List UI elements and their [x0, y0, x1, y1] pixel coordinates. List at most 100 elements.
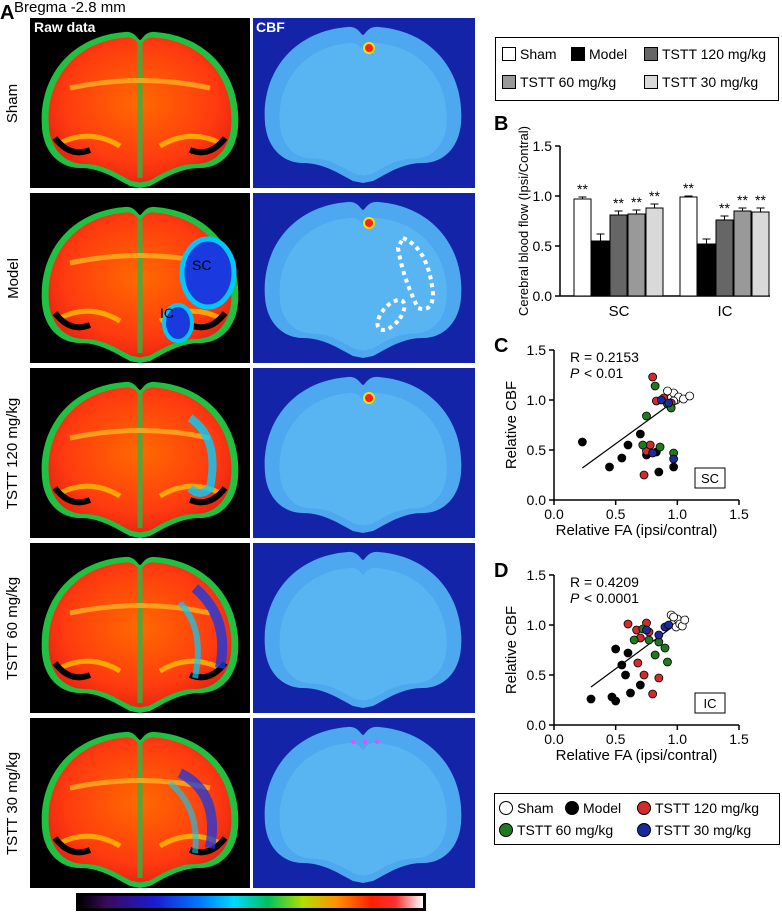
significance-label: **	[631, 194, 642, 210]
significance-label: **	[649, 188, 660, 204]
legend-bottom-tstt60: TSTT 60 mg/kg	[499, 822, 613, 838]
p-label: P	[570, 365, 580, 381]
data-point	[611, 644, 621, 654]
cbf-image	[253, 543, 475, 713]
r-value: R = 0.4209	[570, 574, 639, 590]
significance-label: **	[683, 180, 694, 196]
data-point	[586, 694, 596, 704]
region-label: IC	[704, 696, 717, 711]
bar	[733, 210, 752, 297]
cbf-image	[253, 718, 475, 888]
r-value: R = 0.2153	[570, 349, 639, 365]
y-tick-label: 0.0	[527, 492, 547, 508]
row-label-text: Model	[4, 257, 22, 299]
data-point	[642, 625, 651, 635]
data-point	[669, 462, 679, 472]
cbf-title: CBF	[256, 19, 285, 35]
row-label-text: TSTT 120 mg/kg	[4, 397, 22, 509]
region-box	[694, 692, 726, 714]
swatch-model	[571, 47, 585, 61]
y-tick-label: 1.0	[527, 392, 547, 408]
y-tick-label: 0.0	[533, 288, 553, 304]
data-point	[655, 442, 665, 452]
legend-bottom-label: Sham	[517, 800, 554, 816]
swatch-tstt60	[502, 75, 516, 89]
sc-annotation: SC	[192, 257, 212, 273]
data-point	[623, 619, 633, 629]
data-point	[635, 680, 645, 690]
data-point	[642, 411, 651, 421]
data-point	[633, 658, 643, 668]
y-tick-label: 1.0	[533, 188, 553, 204]
y-tick-label: 1.5	[527, 342, 547, 358]
bar	[751, 211, 770, 297]
data-point	[623, 648, 633, 658]
data-point	[654, 467, 664, 477]
data-point	[648, 372, 658, 382]
data-point	[617, 660, 627, 670]
y-tick-label: 0.0	[527, 717, 547, 733]
legend-top-tstt60: TSTT 60 mg/kg	[502, 74, 616, 90]
data-point	[650, 381, 660, 391]
data-point	[577, 437, 587, 447]
data-point	[648, 689, 658, 699]
row-label-text: TSTT 60 mg/kg	[4, 576, 22, 680]
color-scale-bar	[76, 893, 426, 911]
data-point	[605, 462, 614, 472]
p-value: < 0.0001	[584, 590, 639, 606]
legend-top: Sham Model TSTT 120 mg/kg TSTT 60 mg/kg …	[495, 37, 779, 101]
panel-letter-d: D	[494, 560, 508, 582]
swatch-sham	[502, 47, 516, 61]
row-label: Sham	[0, 18, 28, 188]
legend-top-label: TSTT 120 mg/kg	[662, 46, 767, 62]
data-point	[680, 615, 690, 625]
legend-top-sham: Sham	[502, 46, 557, 62]
legend-bottom-model: Model	[565, 800, 621, 816]
legend-top-tstt120: TSTT 120 mg/kg	[644, 46, 766, 62]
y-tick-label: 0.5	[527, 667, 547, 683]
row-label-text: Sham	[4, 83, 22, 123]
raw-mri-image	[30, 193, 250, 363]
y-tick-label: 0.5	[527, 442, 547, 458]
swatch-tstt30	[644, 75, 658, 89]
data-point	[664, 620, 674, 630]
significance-label: **	[737, 192, 748, 208]
bar	[679, 196, 698, 297]
legend-bottom-sham: Sham	[499, 800, 554, 816]
y-axis-label: Relative CBF	[503, 381, 520, 469]
legend-bottom-tstt30: TSTT 30 mg/kg	[637, 822, 751, 838]
dot-tstt30	[637, 823, 651, 837]
data-point	[648, 448, 658, 458]
data-point	[663, 657, 672, 667]
scatter-chart-d: D 0.0 0.5 1.0 1.5 0.0 0.5 1.0 1.5 Relative FA (ip…	[494, 560, 749, 764]
data-point	[644, 635, 654, 645]
bar	[645, 207, 664, 297]
ic-annotation: IC	[160, 305, 174, 321]
data-point	[654, 630, 664, 640]
y-tick-label: 1.0	[527, 617, 547, 633]
row-label: TSTT 60 mg/kg	[0, 543, 28, 713]
legend-bottom-label: TSTT 30 mg/kg	[655, 822, 752, 838]
legend-top-label: Sham	[520, 46, 557, 62]
cbf-image	[253, 18, 475, 188]
p-label: P	[570, 590, 580, 606]
bar	[627, 213, 646, 297]
data-point	[611, 696, 621, 706]
bar	[609, 214, 628, 297]
region-box	[694, 467, 726, 489]
swatch-tstt120	[644, 47, 658, 61]
data-point	[664, 398, 674, 408]
data-point	[621, 670, 630, 680]
regression-line	[582, 397, 679, 469]
x-tick-label: 0.0	[544, 506, 564, 522]
raw-mri-image	[30, 543, 250, 713]
bar	[715, 219, 734, 297]
cbf-image	[253, 368, 475, 538]
panel-letter-b: B	[494, 113, 508, 135]
data-point	[669, 454, 679, 464]
panel-letter-c: C	[494, 335, 508, 357]
data-point	[660, 643, 670, 653]
legend-bottom: Sham Model TSTT 120 mg/kg TSTT 60 mg/kg …	[494, 793, 780, 845]
data-point	[639, 470, 649, 480]
p-value: < 0.01	[584, 365, 624, 381]
